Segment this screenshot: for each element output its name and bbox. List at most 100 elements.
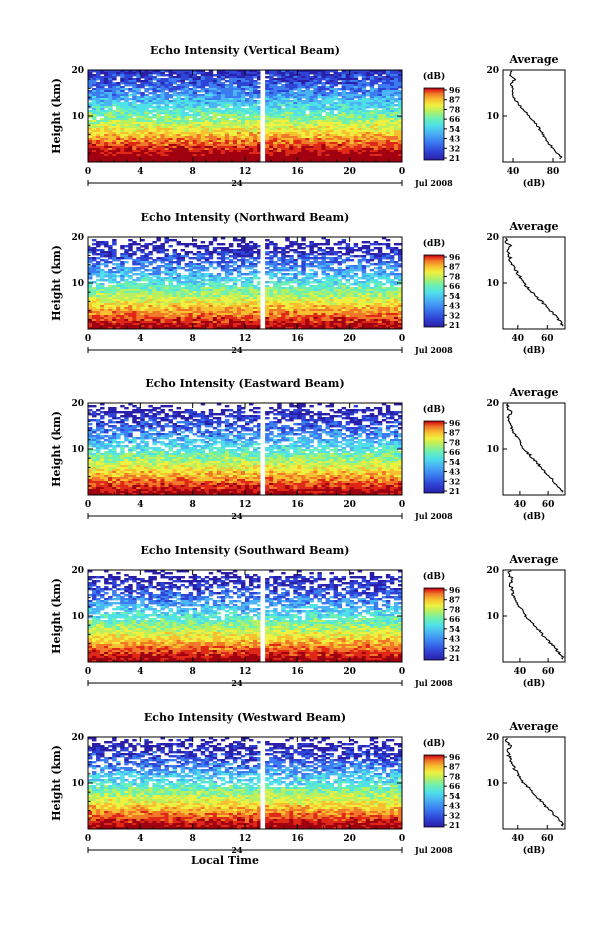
heatmap-cell (289, 249, 294, 252)
heatmap-cell (341, 82, 347, 85)
heatmap-cell (124, 257, 129, 260)
heatmap-cell (220, 243, 226, 246)
heatmap-cell (104, 98, 109, 101)
heatmap-cell (164, 249, 169, 252)
heatmap-cell (265, 88, 270, 91)
heatmap-cell (92, 82, 97, 85)
heatmap-cell (228, 251, 234, 254)
heatmap-cell (148, 273, 153, 276)
heatmap-cell (277, 92, 282, 95)
heatmap-cell (108, 76, 113, 79)
heatmap-cell (285, 255, 290, 258)
heatmap-cell (132, 70, 137, 73)
heatmap-cell (337, 82, 343, 85)
heatmap-cell (333, 90, 338, 93)
heatmap-cell (156, 88, 161, 91)
heatmap-cell (389, 86, 395, 89)
heatmap-cell (305, 88, 310, 91)
heatmap-cell (236, 279, 242, 282)
heatmap-cell (188, 80, 194, 83)
heatmap-cell (361, 251, 367, 254)
heatmap-cell (228, 96, 234, 99)
heatmap-cell (333, 243, 338, 246)
heatmap-cell (325, 86, 330, 89)
heatmap-cell (249, 86, 254, 89)
heatmap-cell (228, 80, 234, 83)
heatmap-cell (357, 269, 363, 272)
heatmap-cell (341, 92, 347, 95)
heatmap-cell (305, 98, 310, 101)
heatmap-cell (156, 98, 161, 101)
heatmap-cell (257, 90, 262, 93)
heatmap-cell (313, 74, 318, 77)
heatmap-cell (236, 82, 242, 85)
heatmap-cell (369, 263, 375, 266)
heatmap-cell (293, 243, 298, 246)
heatmap-cell (212, 94, 218, 97)
heatmap-cell (160, 84, 165, 87)
heatmap-cell (353, 72, 359, 75)
heatmap-cell (136, 70, 141, 73)
heatmap-cell (168, 70, 173, 73)
heatmap-cell (289, 84, 294, 87)
heatmap-cell (192, 94, 198, 97)
heatmap-cell (196, 247, 202, 250)
heatmap-cell (168, 86, 173, 89)
heatmap-cell (297, 90, 302, 93)
heatmap-cell (357, 86, 363, 89)
heatmap-cell (220, 98, 226, 101)
heatmap-cell (136, 98, 141, 101)
heatmap-cell (164, 96, 169, 99)
colorbar-tick-label: 43 (449, 134, 461, 144)
heatmap-cell (365, 265, 371, 268)
heatmap-cell (333, 76, 338, 79)
heatmap-cell (100, 86, 105, 89)
heatmap-cell (136, 96, 141, 99)
heatmap-cell (301, 82, 306, 85)
heatmap-cell (104, 96, 109, 99)
heatmap-cell (345, 92, 351, 95)
heatmap-cell (245, 78, 250, 81)
heatmap-cell (128, 80, 133, 83)
heatmap-cell (196, 277, 202, 280)
heatmap-cell (148, 82, 153, 85)
heatmap-cell (128, 98, 133, 101)
heatmap-cell (345, 72, 351, 75)
heatmap-cell (148, 76, 153, 79)
heatmap-cell (385, 80, 391, 83)
heatmap-cell (132, 96, 137, 99)
heatmap-cell (353, 96, 359, 99)
heatmap-cell (96, 94, 101, 97)
heatmap-cell (253, 94, 258, 97)
heatmap-cell (96, 245, 101, 248)
heatmap-cell (184, 92, 190, 95)
heatmap-cell (184, 86, 190, 89)
heatmap-cell (393, 80, 399, 83)
heatmap-cell (144, 98, 149, 101)
heatmap-cell (120, 70, 125, 73)
heatmap-cell (301, 92, 306, 95)
heatmap-cell (293, 96, 298, 99)
heatmap-cell (200, 90, 206, 93)
heatmap-cell (381, 96, 387, 99)
heatmap-cell (164, 82, 169, 85)
heatmap-cell (397, 84, 403, 87)
heatmap-cell (269, 94, 274, 97)
heatmap-cell (208, 78, 214, 81)
heatmap-cell (100, 78, 105, 81)
heatmap-cell (345, 98, 351, 101)
heatmap-cell (164, 88, 169, 91)
heatmap-cell (240, 90, 246, 93)
heatmap-cell (269, 84, 274, 87)
heatmap-cell (200, 96, 206, 99)
heatmap-cell (240, 86, 246, 89)
heatmap-cell (245, 261, 250, 264)
heatmap-cell (212, 90, 218, 93)
heatmap-cell (220, 96, 226, 99)
heatmap-cell (208, 94, 214, 97)
heatmap-cell (200, 98, 206, 101)
heatmap-cell (357, 70, 363, 73)
heatmap-cell (353, 255, 359, 258)
heatmap-cell (265, 247, 270, 250)
heatmap-cell (96, 72, 101, 75)
